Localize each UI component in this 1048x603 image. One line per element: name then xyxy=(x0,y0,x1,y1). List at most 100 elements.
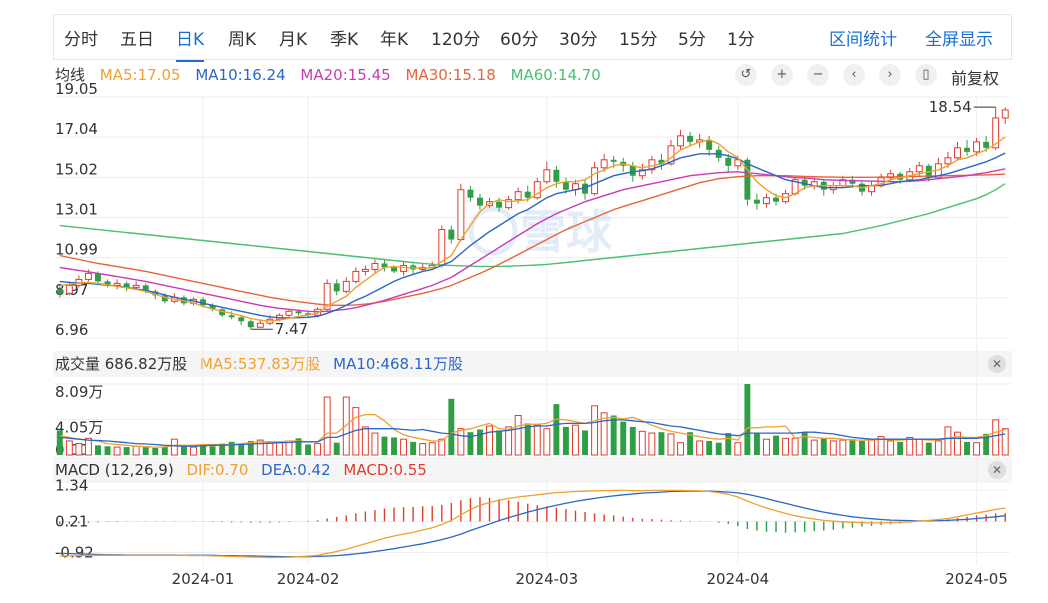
candle xyxy=(553,165,560,188)
volume-bar xyxy=(161,447,168,455)
watermark: 雪球 xyxy=(468,205,613,259)
candle xyxy=(323,279,331,312)
volume-bar xyxy=(944,426,952,456)
zoom-in-icon[interactable]: + xyxy=(771,64,793,86)
volume-bar xyxy=(95,445,101,455)
candle-body xyxy=(629,165,636,176)
watermark-logo-icon xyxy=(468,206,518,256)
volume-ma5: MA5:537.83万股 xyxy=(200,355,321,373)
candle xyxy=(190,297,197,306)
volume-bar xyxy=(638,430,646,456)
candle-body xyxy=(658,159,665,164)
candle-body xyxy=(839,179,847,187)
volume-bar xyxy=(964,441,970,455)
ma20-line xyxy=(59,168,1006,313)
candle-body xyxy=(591,167,599,195)
volume-bar xyxy=(410,441,417,455)
tab-zhouk[interactable]: 周K xyxy=(228,30,257,50)
candle xyxy=(75,275,83,288)
adjust-mode-selector[interactable]: 前复权 xyxy=(951,69,1000,88)
candle xyxy=(925,163,932,182)
period-tab-bar: 分时 五日 日K 周K 月K 季K 年K 120分 60分 30分 15分 5分… xyxy=(53,14,1012,62)
candle-body xyxy=(906,171,914,181)
volume-bar xyxy=(533,424,541,456)
chevron-right-icon[interactable]: › xyxy=(879,64,901,86)
candle xyxy=(610,155,617,168)
candle-body xyxy=(275,314,283,320)
close-macd-icon[interactable]: ✕ xyxy=(988,461,1006,479)
tab-jik[interactable]: 季K xyxy=(330,30,359,50)
candle-body xyxy=(228,315,235,318)
volume-bar xyxy=(295,438,302,455)
candle-body xyxy=(992,117,1000,149)
volume-bar xyxy=(333,442,340,455)
candle-body xyxy=(314,308,322,316)
macd-lines xyxy=(59,489,1006,559)
volume-bar xyxy=(170,438,178,456)
candle-body xyxy=(323,282,331,310)
grid-lines xyxy=(55,96,1010,565)
volume-bar xyxy=(75,443,83,456)
tab-1fen[interactable]: 1分 xyxy=(727,30,755,50)
candle xyxy=(95,271,101,286)
tab-120fen[interactable]: 120分 xyxy=(431,30,481,50)
candle-body xyxy=(381,263,388,268)
candle-body xyxy=(820,181,827,190)
high-price-label: 18.54 xyxy=(929,98,972,116)
fullscreen-button[interactable]: 全屏显示 xyxy=(925,30,993,50)
tab-60fen[interactable]: 60分 xyxy=(500,30,539,50)
reset-icon[interactable]: ↺ xyxy=(735,64,757,86)
ma-legend-label: 均线 xyxy=(55,66,86,84)
chevron-left-icon[interactable]: ‹ xyxy=(843,64,865,86)
price-tick-label: 15.02 xyxy=(55,160,98,178)
tab-yuek[interactable]: 月K xyxy=(279,30,308,50)
range-stats-button[interactable]: 区间统计 xyxy=(829,30,897,50)
tab-wuri[interactable]: 五日 xyxy=(120,30,154,50)
tab-5fen[interactable]: 5分 xyxy=(678,30,706,50)
volume-bar xyxy=(744,384,751,455)
candle-body xyxy=(753,199,760,204)
volume-bar xyxy=(610,415,617,455)
volume-bar xyxy=(897,441,904,455)
ma5-value: MA5:17.05 xyxy=(99,66,181,84)
zoom-out-icon[interactable]: − xyxy=(807,64,829,86)
candle xyxy=(200,297,206,308)
candle-body xyxy=(371,262,379,270)
volume-bar xyxy=(467,432,474,455)
volume-bar xyxy=(915,438,923,456)
volume-bar xyxy=(438,438,446,456)
ma60-line xyxy=(59,183,1006,268)
volume-bar xyxy=(715,442,722,455)
macd-label: MACD (12,26,9) xyxy=(55,461,174,479)
tab-15fen[interactable]: 15分 xyxy=(619,30,658,50)
volume-bar xyxy=(152,447,159,455)
volume-ma5-line xyxy=(59,413,1006,448)
volume-bar xyxy=(992,419,1000,456)
candle xyxy=(543,161,551,184)
tab-fenshi[interactable]: 分时 xyxy=(64,30,98,50)
tab-niank[interactable]: 年K xyxy=(380,30,409,50)
candle-body xyxy=(65,284,73,294)
candle-body xyxy=(763,197,770,205)
candle xyxy=(314,307,322,318)
candle-body xyxy=(161,295,168,302)
volume-bar xyxy=(934,440,942,456)
tab-rik[interactable]: 日K xyxy=(176,25,205,62)
tab-30fen[interactable]: 30分 xyxy=(559,30,598,50)
candle-body xyxy=(477,197,483,206)
candle xyxy=(410,263,417,274)
candle-body xyxy=(457,189,465,241)
candle-body xyxy=(1001,109,1009,119)
volume-bar xyxy=(132,445,140,456)
candle-body xyxy=(170,296,178,302)
candle xyxy=(391,265,397,274)
volume-bar xyxy=(839,439,847,456)
volume-bar xyxy=(505,426,513,456)
volume-bar xyxy=(1001,428,1009,456)
candle xyxy=(572,179,579,196)
candle-body xyxy=(152,291,159,296)
close-volume-icon[interactable]: ✕ xyxy=(988,355,1006,373)
candle-style-icon[interactable]: ▯ xyxy=(915,64,937,86)
